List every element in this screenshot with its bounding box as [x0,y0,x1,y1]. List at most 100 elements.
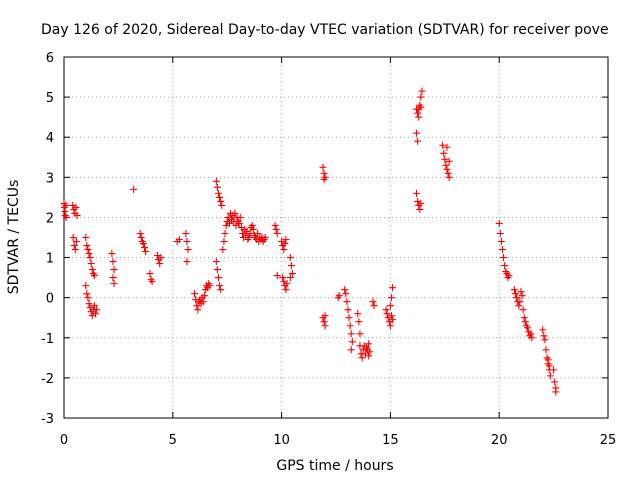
data-point [343,298,351,306]
data-point [245,234,253,241]
data-point [136,229,144,237]
data-point [217,286,225,294]
data-point [216,282,224,290]
data-point [518,292,526,300]
data-point [335,292,343,300]
data-point [236,213,244,221]
data-point [279,274,287,282]
data-point [415,105,423,113]
data-point [365,352,373,360]
data-point [273,272,281,280]
data-point [206,282,214,290]
data-point [288,270,296,278]
data-point [550,366,558,374]
y-tick-label: -1 [41,332,54,347]
data-point [231,209,239,217]
data-point [495,219,503,227]
data-point [218,201,226,209]
data-point [440,149,448,157]
data-point [142,248,150,256]
data-point [366,348,374,356]
data-point [214,274,222,282]
y-tick-label: 1 [46,252,54,267]
data-point [193,302,201,310]
data-point [156,260,164,268]
data-point [444,169,452,177]
data-point [175,236,183,244]
data-point [496,229,504,237]
data-point [216,193,224,201]
data-point [541,336,549,344]
data-point [109,274,117,282]
data-point [369,298,377,306]
data-point [389,284,397,292]
data-point [280,246,288,254]
data-point [416,205,424,213]
data-point [415,113,423,121]
data-point [212,258,220,266]
data-point [347,330,355,338]
data-point [182,229,190,237]
y-tick-label: 2 [46,211,54,226]
y-tick-label: -2 [41,372,54,387]
data-point [93,306,101,314]
data-point [342,290,350,298]
data-point [320,318,328,326]
x-tick-label: 15 [382,433,399,448]
data-point [387,294,395,302]
data-point [249,225,257,233]
data-point [542,346,550,354]
data-point [139,240,147,248]
data-point [184,246,192,254]
data-point [286,254,294,262]
data-point [90,272,98,280]
data-point [82,234,90,241]
data-point [386,322,394,330]
data-point [261,234,269,241]
data-point [418,87,426,95]
y-tick-label: 6 [46,51,54,66]
data-point [220,238,228,246]
axis-ticks [63,56,609,419]
data-point [157,254,165,262]
x-tick-label: 25 [600,433,617,448]
data-point [348,338,356,346]
data-point [528,334,536,342]
data-point [539,326,547,334]
data-point [272,225,280,233]
data-point [413,129,421,137]
data-point [200,292,208,300]
y-tick-labels: -3 -2 -1 0 1 2 3 4 5 6 [41,51,54,427]
data-point [85,300,93,308]
grid-lines [64,57,608,418]
data-point [283,280,291,288]
data-point [213,183,221,191]
data-point [443,143,451,151]
data-point [69,234,77,241]
data-point [445,157,453,165]
data-point [546,372,554,380]
chart-title: Day 126 of 2020, Sidereal Day-to-day VTE… [41,22,609,38]
data-point [513,294,521,302]
data-point [248,221,256,229]
data-point [527,330,535,338]
data-point [90,302,98,310]
data-point [85,250,93,258]
data-point [544,356,552,364]
data-point [321,312,329,320]
data-point [445,173,453,181]
data-point [370,302,378,310]
y-tick-label: 4 [46,131,54,146]
data-point [345,314,353,322]
data-point [439,141,447,149]
data-point [146,270,154,278]
data-point [540,332,548,340]
data-point [498,246,506,254]
data-point [356,330,364,338]
data-point [137,234,145,241]
data-points [60,87,560,396]
data-point [354,310,362,318]
data-point [273,229,281,237]
data-point [520,314,528,322]
